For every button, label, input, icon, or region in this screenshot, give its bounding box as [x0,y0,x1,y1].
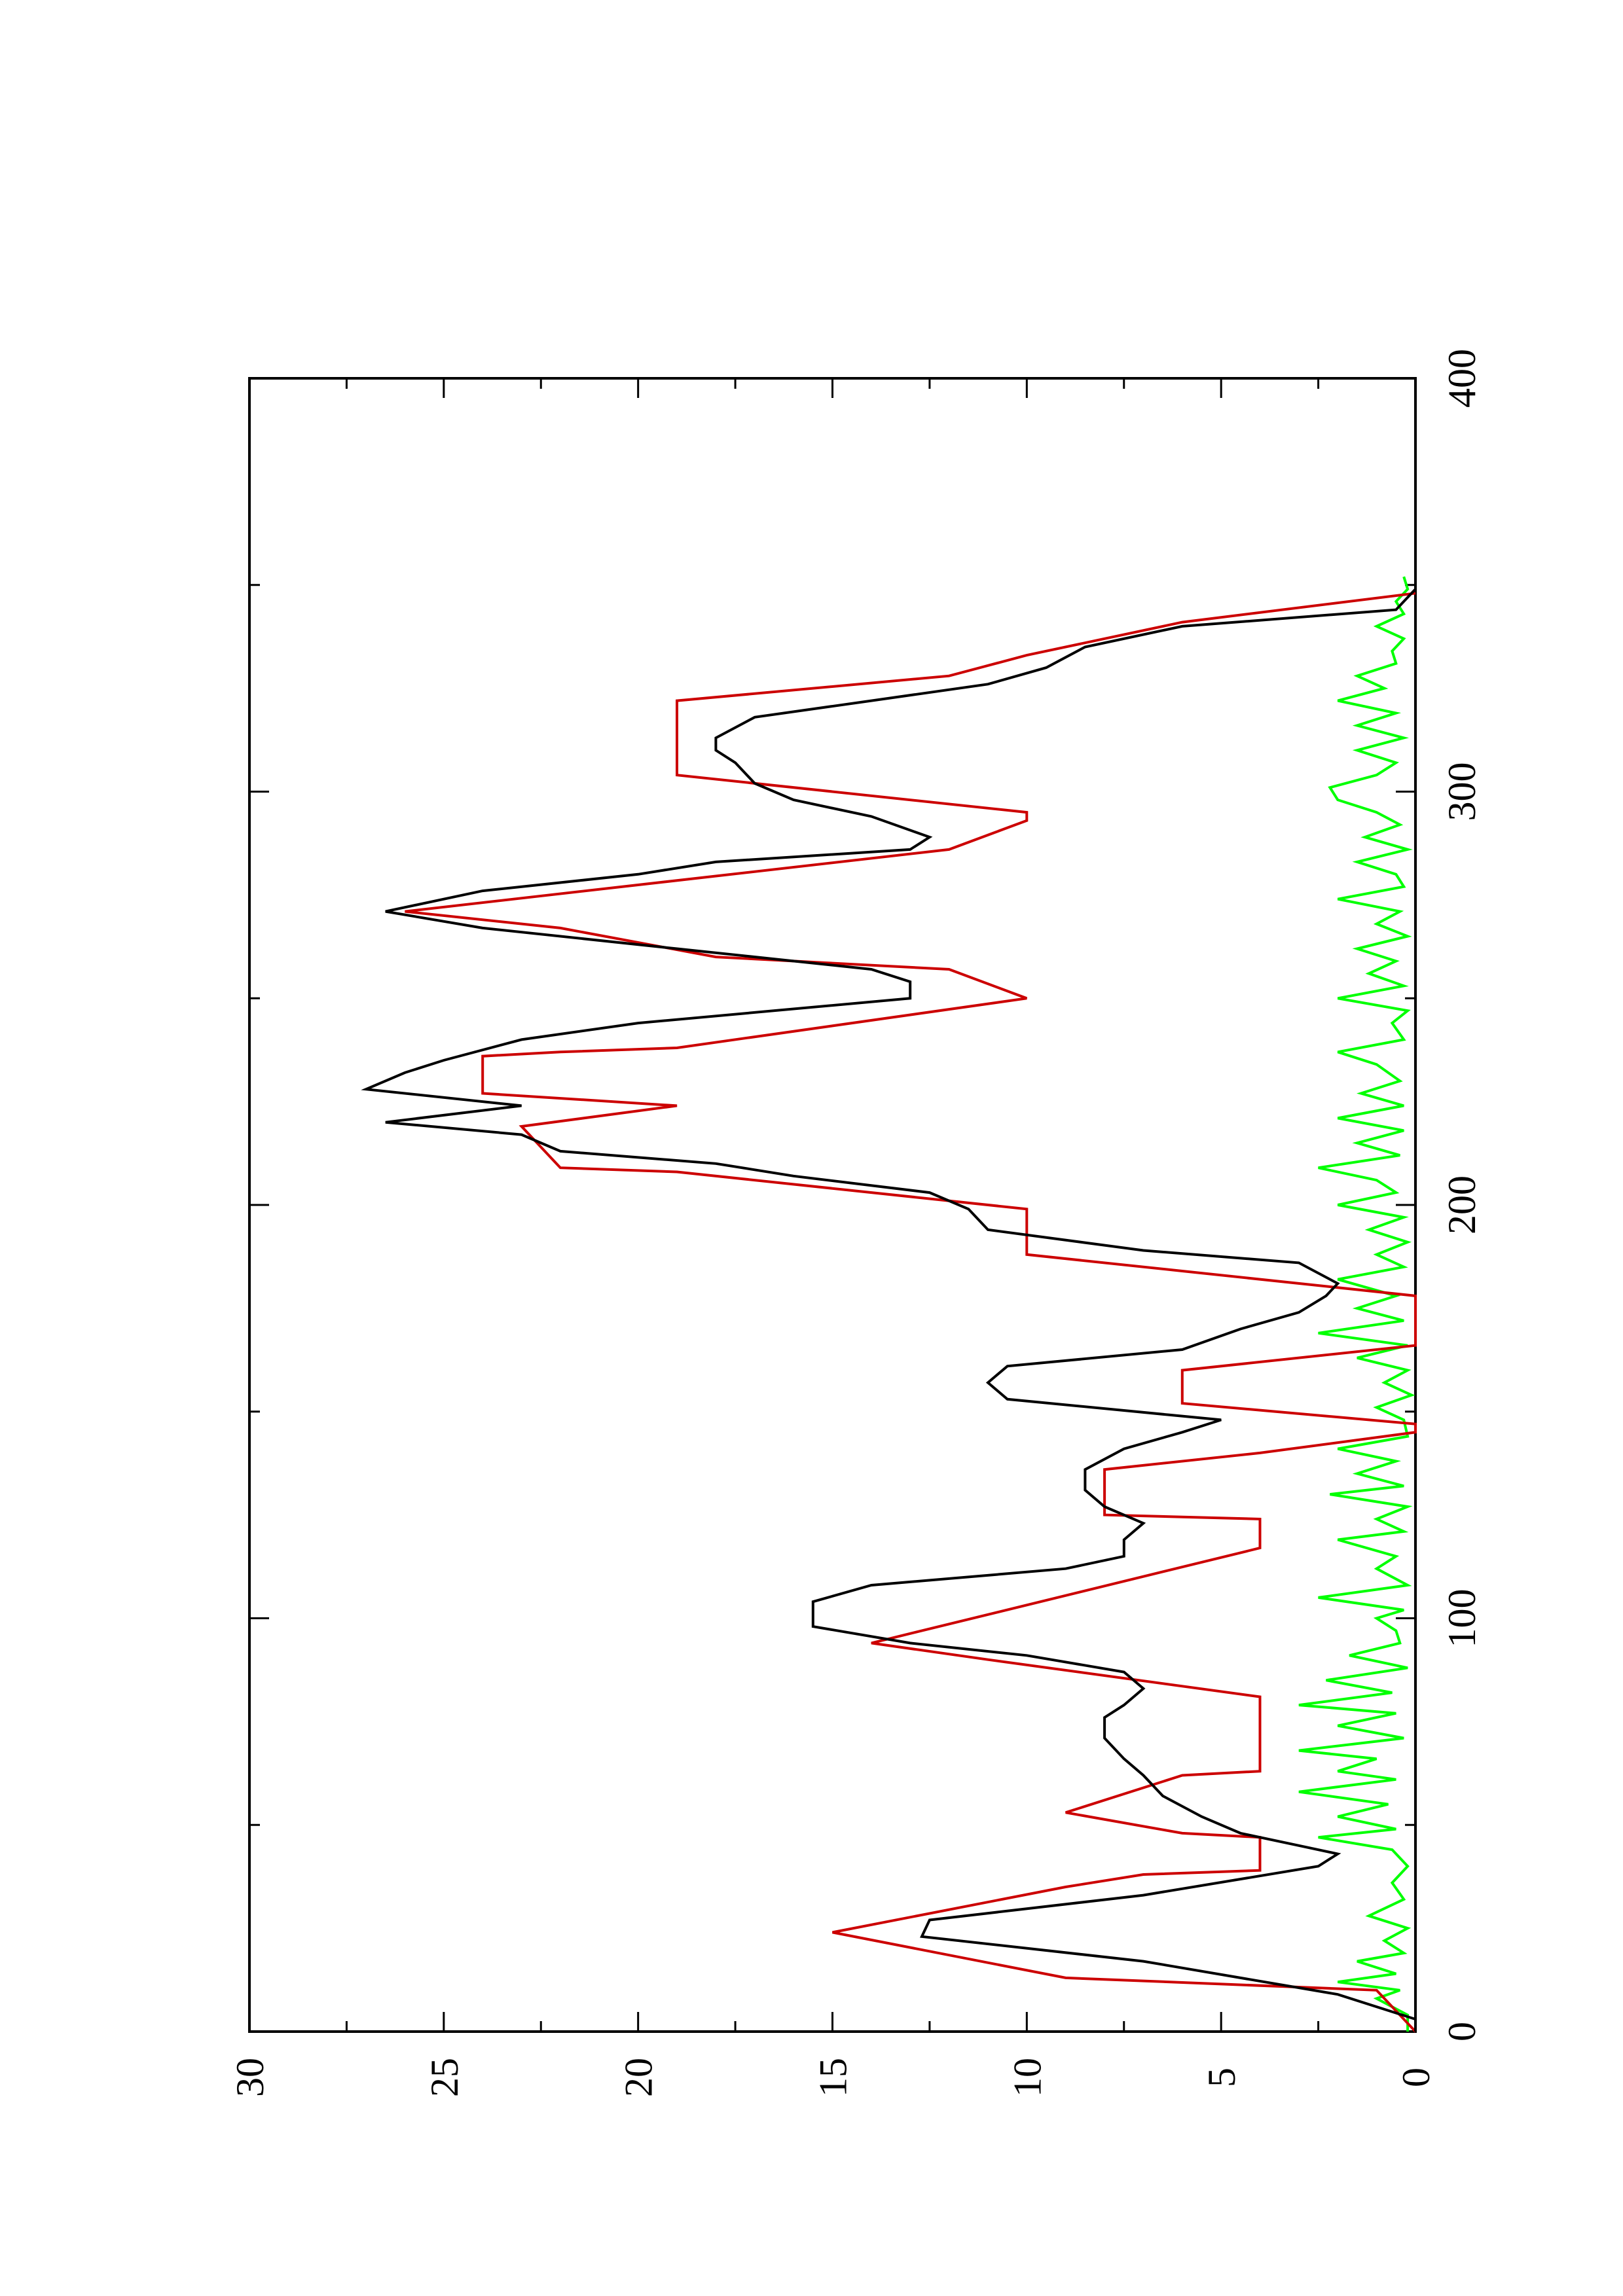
y-tick-label: 15 [812,2058,855,2097]
y-tick-label: 10 [1006,2058,1049,2097]
plot-frame [248,377,1417,2033]
axis-tick-labels: 0 100 200 300 400 0 5 10 15 20 25 30 [228,349,1484,2097]
series-layer [361,576,1417,2033]
series-line-1 [361,588,1417,2032]
series-line-0 [405,592,1417,2033]
y-tick-label: 25 [423,2058,466,2097]
y-tick-label: 20 [617,2058,661,2097]
axis-ticks [248,377,1417,2033]
y-tick-label: 5 [1200,2068,1243,2087]
x-tick-label: 400 [1440,349,1484,408]
x-tick-label: 200 [1440,1175,1484,1234]
series-line-2 [1298,576,1415,2032]
y-tick-label: 0 [1395,2068,1438,2087]
x-tick-label: 0 [1440,2022,1484,2041]
x-tick-label: 100 [1440,1589,1484,1648]
y-tick-label: 30 [228,2058,272,2097]
x-tick-label: 300 [1440,762,1484,821]
